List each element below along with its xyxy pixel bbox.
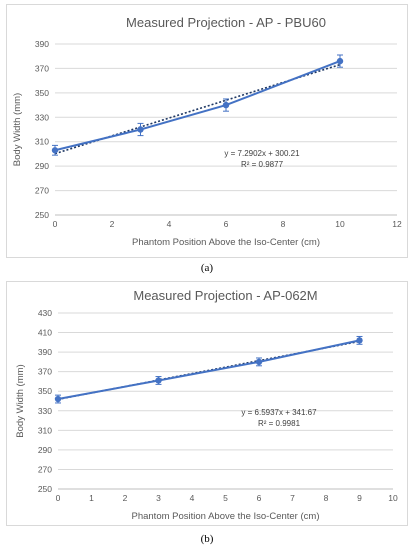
chart-a-series-line [54, 60, 341, 152]
chart-b-x-tick-label: 8 [324, 493, 329, 503]
chart-a-r-squared: R² = 0.9877 [241, 160, 284, 169]
chart-a-x-tick-label: 12 [392, 219, 402, 229]
chart-a-data-point [137, 126, 144, 133]
chart-panel-b [6, 281, 408, 526]
chart-a-y-tick-label: 290 [35, 161, 49, 171]
chart-b-x-tick-label: 7 [290, 493, 295, 503]
panel-label-b: (b) [200, 533, 214, 545]
chart-b-x-tick-label: 2 [123, 493, 128, 503]
chart-a-x-tick-label: 0 [53, 219, 58, 229]
chart-panel-a [6, 4, 408, 258]
chart-b-y-tick-label: 290 [38, 445, 52, 455]
chart-b-y-tick-label: 250 [38, 484, 52, 494]
chart-a-x-tick-label: 2 [110, 219, 115, 229]
chart-a-title: Measured Projection - AP - PBU60 [126, 15, 326, 30]
chart-a-y-tick-label: 250 [35, 210, 49, 220]
chart-b-data-point [356, 337, 363, 344]
chart-b-series-line [57, 339, 360, 401]
chart-b-r-squared: R² = 0.9981 [258, 419, 301, 428]
chart-a-y-tick-label: 390 [35, 39, 49, 49]
chart-b-y-tick-label: 430 [38, 308, 52, 318]
chart-a-y-tick-label: 350 [35, 88, 49, 98]
chart-b-y-tick-label: 410 [38, 328, 52, 338]
chart-a-x-tick-label: 4 [167, 219, 172, 229]
chart-b-x-tick-label: 1 [89, 493, 94, 503]
chart-b-y-tick-label: 270 [38, 464, 52, 474]
chart-b-x-tick-label: 10 [388, 493, 398, 503]
chart-b-title: Measured Projection - AP-062M [133, 288, 317, 303]
chart-a-y-tick-label: 330 [35, 112, 49, 122]
chart-b-data-point [155, 377, 162, 384]
chart-a-data-point [336, 57, 344, 65]
chart-b-x-tick-label: 5 [223, 493, 228, 503]
chart-b-y-tick-label: 370 [38, 367, 52, 377]
chart-a-data-point [51, 147, 59, 154]
panel-label-a: (a) [200, 262, 214, 274]
chart-b-x-tick-label: 0 [56, 493, 61, 503]
chart-b-y-tick-label: 310 [38, 425, 52, 435]
chart-a-y-tick-label: 270 [35, 186, 49, 196]
chart-b-data-point [54, 395, 62, 403]
chart-a-x-axis-title: Phantom Position Above the Iso-Center (c… [132, 237, 320, 248]
chart-b-data-point [255, 358, 263, 366]
chart-a-x-tick-label: 8 [281, 219, 286, 229]
chart-b-x-tick-label: 6 [257, 493, 262, 503]
chart-a-y-tick-label: 310 [35, 137, 49, 147]
chart-b-y-tick-label: 330 [38, 406, 52, 416]
chart-b-x-tick-label: 9 [357, 493, 362, 503]
chart-a-trend-equation: y = 7.2902x + 300.21 [224, 149, 300, 158]
chart-a-data-point [222, 101, 230, 109]
chart-a-y-axis-title: Body Width (mm) [12, 93, 23, 166]
chart-b-trend-equation: y = 6.5937x + 341.67 [241, 408, 317, 417]
chart-b-x-axis-title: Phantom Position Above the Iso-Center (c… [132, 511, 320, 522]
chart-a-x-tick-label: 6 [224, 219, 229, 229]
chart-b-y-tick-label: 390 [38, 347, 52, 357]
chart-b-x-tick-label: 4 [190, 493, 195, 503]
chart-b-x-tick-label: 3 [156, 493, 161, 503]
chart-a-y-tick-label: 370 [35, 63, 49, 73]
chart-b-y-tick-label: 350 [38, 386, 52, 396]
chart-b-y-axis-title: Body Width (mm) [15, 364, 26, 437]
chart-a-x-tick-label: 10 [335, 219, 345, 229]
